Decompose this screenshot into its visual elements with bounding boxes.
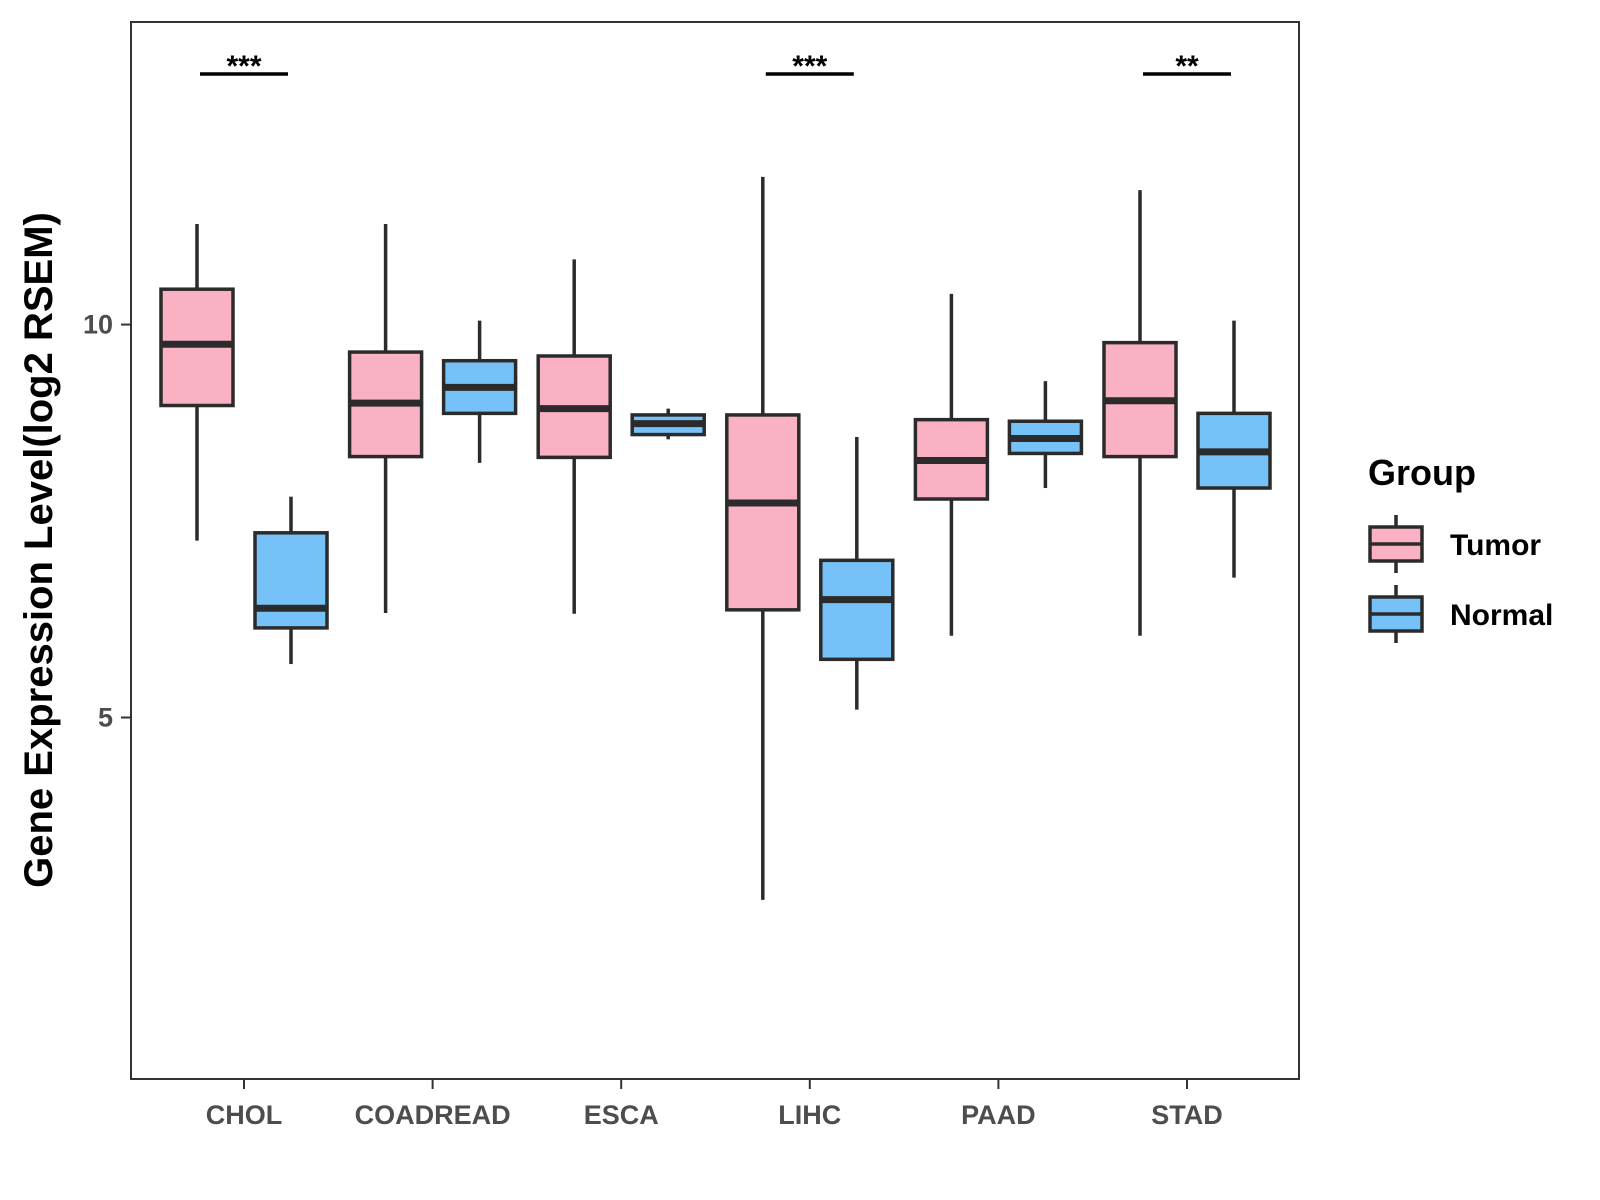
y-tick-label: 5 <box>98 702 113 732</box>
legend-item-tumor: Tumor <box>1368 515 1541 573</box>
box-tumor-paad <box>913 293 990 636</box>
y-axis-title: Gene Expression Level(log2 RSEM) <box>17 212 61 888</box>
significance-label: *** <box>226 50 261 83</box>
x-tick-label-stad: STAD <box>1151 1100 1223 1130</box>
legend-item-normal: Normal <box>1368 585 1553 643</box>
plot-panel-border <box>130 21 1300 1080</box>
significance-lihc: *** <box>765 50 854 83</box>
box-tumor-lihc <box>725 176 801 900</box>
legend-label-normal: Normal <box>1450 599 1553 632</box>
x-tick-label-coadread: COADREAD <box>355 1100 511 1130</box>
box-normal-esca <box>630 408 706 440</box>
significance-annotations: *** *** ** <box>200 50 1231 83</box>
box-iqr <box>253 531 329 630</box>
legend-title: Group <box>1368 452 1476 493</box>
box-normal-paad <box>1007 381 1084 489</box>
y-axis: 5 10 <box>83 310 131 732</box>
box-normal-chol <box>253 496 329 665</box>
significance-chol: *** <box>200 50 288 83</box>
box-iqr <box>819 558 895 662</box>
x-tick-label-paad: PAAD <box>961 1100 1036 1130</box>
x-axis: CHOL COADREAD ESCA LIHC PAAD STAD <box>206 1079 1223 1130</box>
significance-stad: ** <box>1143 50 1231 83</box>
box-normal-lihc <box>819 436 895 710</box>
box-iqr <box>725 413 801 612</box>
box-tumor-esca <box>536 259 612 614</box>
legend-label-tumor: Tumor <box>1450 529 1541 562</box>
box-tumor-chol <box>159 223 235 541</box>
box-tumor-coadread <box>347 223 424 613</box>
significance-label: *** <box>792 50 827 83</box>
y-tick-label: 10 <box>83 310 113 340</box>
legend: Group Tumor Normal <box>1368 452 1553 643</box>
x-tick-label-esca: ESCA <box>584 1100 659 1130</box>
x-tick-label-chol: CHOL <box>206 1100 283 1130</box>
significance-label: ** <box>1175 50 1199 83</box>
x-tick-label-lihc: LIHC <box>778 1100 841 1130</box>
box-normal-stad <box>1196 320 1272 578</box>
box-tumor-stad <box>1102 190 1178 636</box>
box-normal-coadread <box>441 320 518 463</box>
